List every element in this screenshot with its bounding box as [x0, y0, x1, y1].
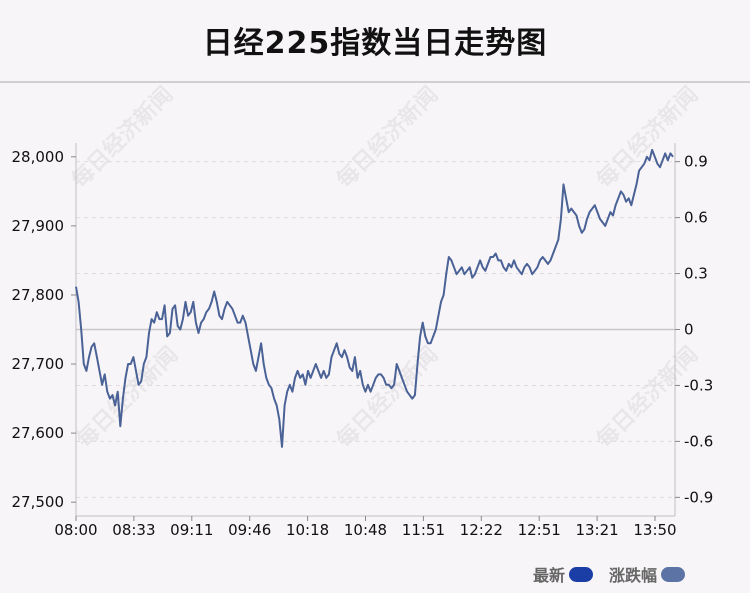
chart-title: 日经225指数当日走势图 [202, 26, 548, 61]
legend-item-latest[interactable]: 最新 [533, 563, 594, 585]
title-divider [0, 81, 750, 83]
y-left-tick-label: 27,900 [12, 217, 65, 235]
y-left-tick-label: 27,700 [12, 355, 65, 373]
x-tick-label: 10:18 [286, 521, 329, 539]
legend-item-change[interactable]: 涨跌幅 [609, 563, 686, 585]
y-left-tick-label: 27,500 [12, 493, 65, 511]
x-tick-label: 10:48 [344, 521, 387, 539]
y-right-tick-label: 0.3 [684, 265, 708, 283]
y-right-tick-label: -0.9 [684, 488, 713, 506]
y-right-tick-label: -0.3 [684, 376, 713, 394]
legend-label-latest: 最新 [533, 566, 566, 585]
y-right-tick-label: 0 [684, 321, 694, 339]
x-tick-label: 13:50 [633, 521, 676, 539]
x-tick-label: 09:11 [170, 521, 213, 539]
x-tick-label: 13:21 [575, 521, 618, 539]
y-left-tick-label: 28,000 [12, 148, 65, 166]
legend-swatch-change [661, 566, 686, 582]
y-right-tick-label: 0.9 [684, 153, 708, 171]
x-tick-label: 11:51 [402, 521, 445, 539]
y-right-tick-label: 0.6 [684, 209, 708, 227]
x-tick-label: 08:00 [54, 521, 97, 539]
legend-label-change: 涨跌幅 [609, 566, 658, 585]
x-tick-label: 12:51 [518, 521, 561, 539]
x-tick-label: 12:22 [460, 521, 503, 539]
legend-swatch-latest [569, 566, 594, 582]
y-left-tick-label: 27,800 [12, 286, 65, 304]
y-left-tick-label: 27,600 [12, 424, 65, 442]
x-tick-label: 09:46 [228, 521, 271, 539]
y-right-tick-label: -0.6 [684, 432, 713, 450]
x-tick-label: 08:33 [112, 521, 155, 539]
index-price-line [75, 148, 674, 448]
